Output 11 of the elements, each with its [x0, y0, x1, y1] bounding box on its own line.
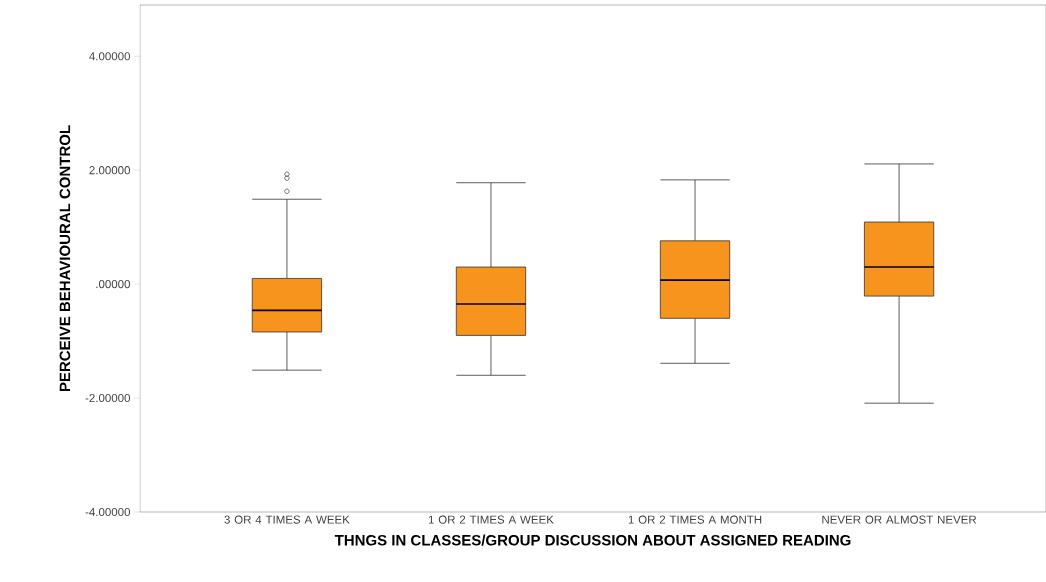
y-tick-label: -4.00000: [85, 507, 131, 517]
y-tick-label: 4.00000: [89, 52, 131, 61]
y-tick-label: -2.00000: [85, 393, 131, 403]
x-axis-title: THNGS IN CLASSES/GROUP DISCUSSION ABOUT ASSIGNED READING: [334, 534, 851, 546]
y-tick-label: 2.00000: [89, 166, 131, 175]
x-tick-label: 3 OR 4 TIMES A WEEK: [224, 515, 350, 524]
y-axis-title: PERCEIVE BEHAVIOURAL CONTROL: [59, 125, 71, 392]
x-tick-label: 1 OR 2 TIMES A MONTH: [628, 515, 762, 524]
x-tick-label: NEVER OR ALMOST NEVER: [822, 515, 977, 524]
y-tick-label: .00000: [96, 280, 131, 289]
x-tick-label: 1 OR 2 TIMES A WEEK: [428, 515, 554, 524]
